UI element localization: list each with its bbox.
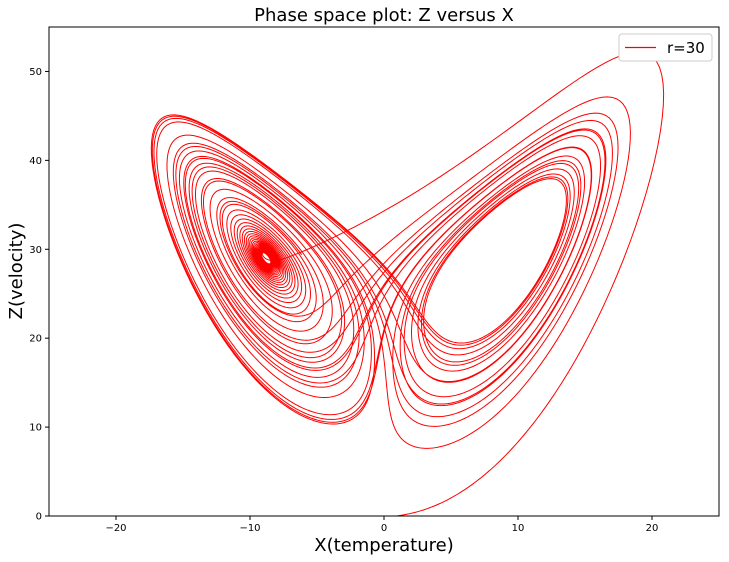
x-axis-label: X(temperature) [314,535,454,556]
y-tick-label: 30 [29,245,42,256]
chart-title: Phase space plot: Z versus X [254,5,514,26]
x-tick-label: 0 [381,523,387,534]
legend-label: r=30 [667,39,705,57]
x-axis-ticks: −20 −10 0 10 20 [105,516,658,534]
x-tick-label: −20 [105,523,126,534]
series-line [150,51,665,516]
series-layer [150,51,665,516]
y-axis-ticks: 0 10 20 30 40 50 [29,67,49,523]
y-axis-label: Z(velocity) [6,223,27,320]
y-tick-label: 40 [29,156,42,167]
legend-box [618,33,713,62]
x-tick-label: 20 [646,523,659,534]
y-tick-label: 50 [29,67,42,78]
y-tick-label: 10 [29,423,42,434]
y-tick-label: 20 [29,334,42,345]
legend: r=30 [618,33,713,62]
x-tick-label: −10 [239,523,260,534]
x-tick-label: 10 [512,523,525,534]
y-tick-label: 0 [36,512,42,523]
